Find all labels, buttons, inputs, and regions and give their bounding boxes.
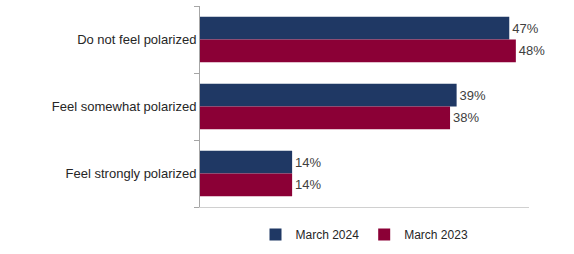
svg-text:14%: 14% — [295, 155, 321, 170]
svg-text:Feel strongly polarized: Feel strongly polarized — [66, 166, 197, 181]
svg-text:38%: 38% — [453, 110, 479, 125]
svg-text:39%: 39% — [460, 88, 486, 103]
svg-text:Do not feel polarized: Do not feel polarized — [77, 32, 196, 47]
svg-text:March 2024: March 2024 — [296, 228, 360, 242]
svg-text:47%: 47% — [512, 21, 538, 36]
svg-text:48%: 48% — [519, 43, 545, 58]
svg-text:14%: 14% — [295, 177, 321, 192]
svg-text:March 2023: March 2023 — [404, 228, 468, 242]
svg-text:Feel somewhat polarized: Feel somewhat polarized — [52, 99, 197, 114]
